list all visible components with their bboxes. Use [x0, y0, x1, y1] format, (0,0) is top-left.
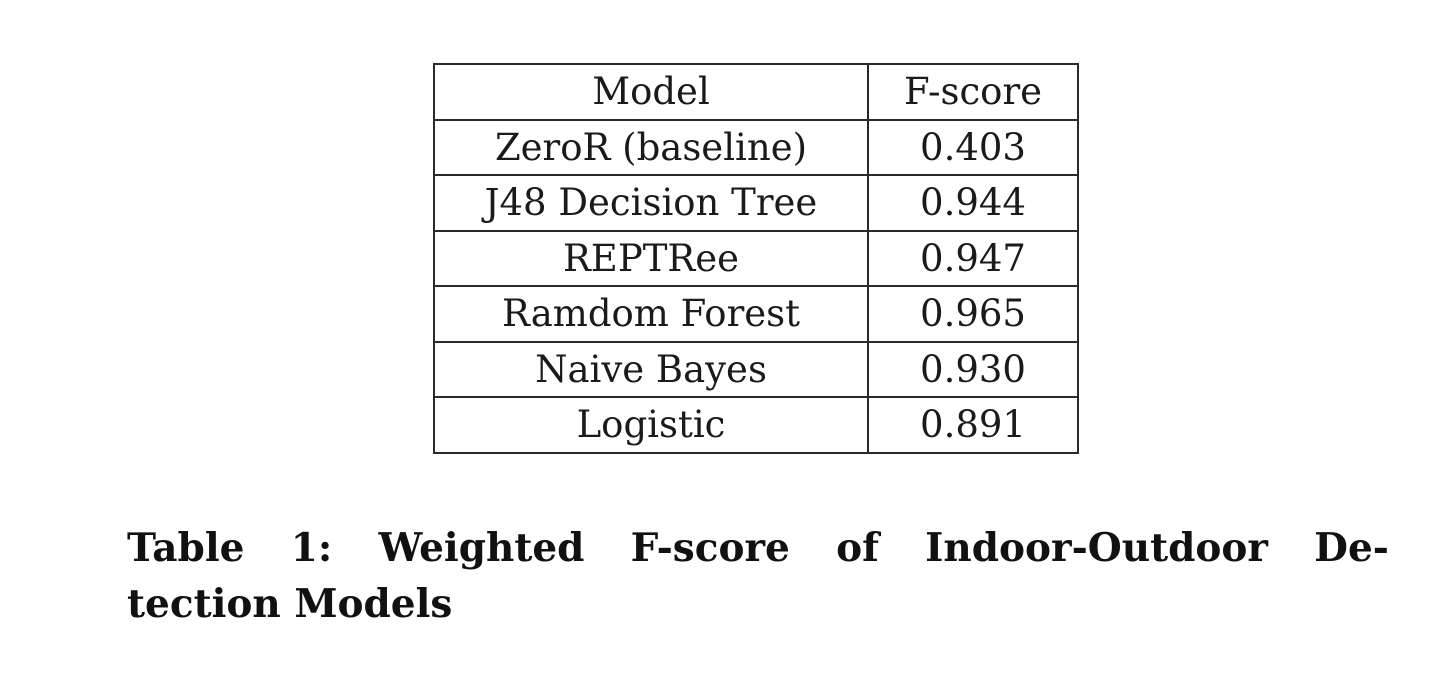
model-name-cell: ZeroR (baseline) — [433, 118, 869, 176]
table-row: Ramdom Forest 0.965 — [433, 285, 1079, 343]
fscore-cell: 0.930 — [867, 340, 1079, 398]
table-row: Naive Bayes 0.930 — [433, 340, 1079, 398]
fscore-cell: 0.891 — [867, 396, 1079, 454]
results-table: Model F-score ZeroR (baseline) 0.403 J48… — [433, 63, 1079, 454]
model-name-cell: REPTRee — [433, 229, 869, 287]
caption-line-1: Table 1: Weighted F-score of Indoor-Outd… — [127, 525, 1389, 571]
fscore-cell: 0.403 — [867, 118, 1079, 176]
table-row: ZeroR (baseline) 0.403 — [433, 118, 1079, 176]
table-row: J48 Decision Tree 0.944 — [433, 174, 1079, 232]
fscore-cell: 0.947 — [867, 229, 1079, 287]
fscore-cell: 0.965 — [867, 285, 1079, 343]
table-caption: Table 1: Weighted F-score of Indoor-Outd… — [127, 520, 1389, 632]
model-name-cell: J48 Decision Tree — [433, 174, 869, 232]
table-header-row: Model F-score — [433, 63, 1079, 121]
caption-line-2: tection Models — [127, 581, 453, 627]
header-model: Model — [433, 63, 869, 121]
table-row: Logistic 0.891 — [433, 396, 1079, 454]
model-name-cell: Naive Bayes — [433, 340, 869, 398]
model-name-cell: Ramdom Forest — [433, 285, 869, 343]
header-fscore: F-score — [867, 63, 1079, 121]
model-name-cell: Logistic — [433, 396, 869, 454]
table-row: REPTRee 0.947 — [433, 229, 1079, 287]
fscore-cell: 0.944 — [867, 174, 1079, 232]
